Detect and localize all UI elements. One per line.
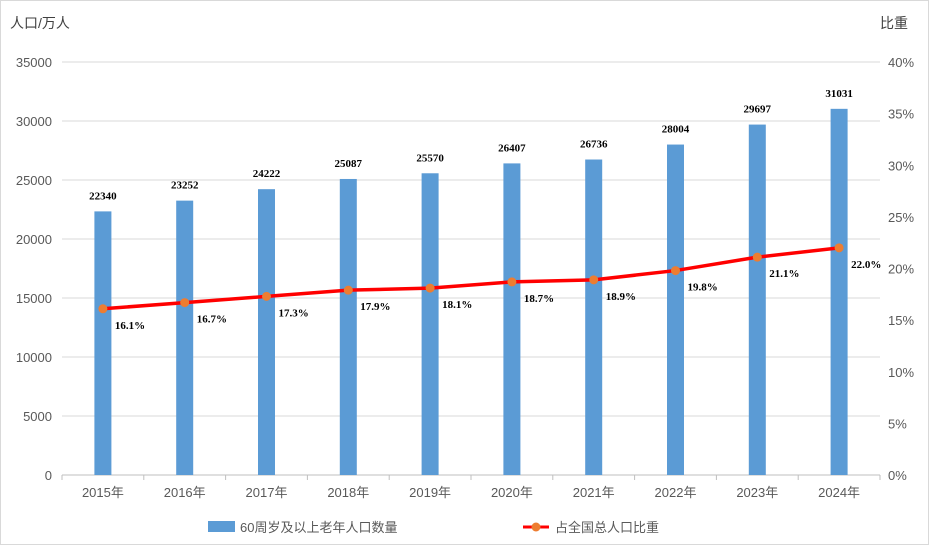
- legend-bar-swatch: [208, 521, 235, 532]
- x-tick-label: 2015年: [82, 485, 124, 500]
- bar-data-label: 25087: [335, 158, 363, 170]
- bar: [748, 124, 766, 475]
- line-marker: [343, 285, 353, 295]
- bar: [585, 159, 603, 475]
- y-tick-label: 20000: [16, 232, 52, 247]
- y-tick-label: 5000: [23, 409, 52, 424]
- line-data-label: 22.0%: [851, 259, 881, 271]
- line-marker: [425, 283, 435, 293]
- legend-line-label: 占全国总人口比重: [555, 520, 659, 535]
- line-series: [102, 246, 840, 311]
- line-marker: [262, 291, 271, 301]
- legend-bar-label: 60周岁及以上老年人口数量: [240, 520, 397, 535]
- line-data-label: 16.1%: [115, 320, 145, 332]
- bar-data-label: 22340: [89, 190, 117, 202]
- bar-data-label: 31031: [825, 88, 853, 100]
- bar-data-label: 23252: [171, 180, 199, 192]
- y2-tick-label: 20%: [888, 262, 914, 277]
- y2-tick-label: 5%: [888, 416, 907, 431]
- bar-data-label: 26407: [498, 142, 526, 154]
- y-tick-label: 30000: [16, 114, 52, 129]
- bar: [667, 144, 684, 475]
- x-tick-label: 2016年: [164, 485, 206, 500]
- y-tick-label: 15000: [16, 291, 52, 306]
- line-marker: [834, 243, 844, 253]
- y-tick-label: 0: [45, 468, 52, 483]
- y-tick-label: 10000: [16, 350, 52, 365]
- legend-line-marker: [531, 522, 541, 532]
- bar: [258, 189, 275, 475]
- y2-axis-title: 比重: [880, 15, 908, 31]
- bar-data-label: 28004: [662, 124, 690, 136]
- y2-tick-label: 35%: [888, 107, 914, 122]
- line-data-label: 19.8%: [688, 282, 718, 294]
- line-marker: [180, 298, 190, 308]
- bar: [830, 108, 848, 475]
- line-marker: [507, 277, 517, 287]
- bar-data-label: 24222: [253, 168, 281, 180]
- x-tick-label: 2024年: [818, 485, 860, 500]
- y2-tick-label: 10%: [888, 365, 914, 380]
- bar-data-label: 26736: [580, 139, 608, 151]
- x-tick-label: 2021年: [573, 485, 615, 500]
- y2-tick-label: 0%: [888, 468, 907, 483]
- x-tick-label: 2023年: [736, 485, 778, 500]
- line-marker: [98, 304, 108, 314]
- bar: [339, 178, 357, 476]
- y2-tick-label: 40%: [888, 55, 914, 70]
- y-tick-label: 35000: [16, 55, 52, 70]
- x-tick-label: 2018年: [327, 485, 369, 500]
- y-axis-title: 人口/万人: [10, 15, 70, 31]
- line-data-label: 18.7%: [524, 293, 554, 305]
- line-data-label: 16.7%: [197, 314, 227, 326]
- x-tick-label: 2019年: [409, 485, 451, 500]
- y2-tick-label: 30%: [888, 158, 914, 173]
- y-tick-label: 25000: [16, 173, 52, 188]
- line-data-label: 21.1%: [769, 268, 799, 280]
- x-tick-label: 2020年: [491, 485, 533, 500]
- line-marker: [589, 275, 599, 285]
- y2-tick-label: 15%: [888, 313, 914, 328]
- line-data-label: 18.9%: [606, 291, 636, 303]
- x-tick-label: 2017年: [246, 485, 288, 500]
- bar: [503, 163, 521, 475]
- line-data-label: 18.1%: [442, 299, 472, 311]
- bar: [94, 211, 112, 475]
- line-marker: [752, 252, 762, 262]
- bar: [421, 173, 439, 476]
- y2-tick-label: 25%: [888, 210, 914, 225]
- x-tick-label: 2022年: [655, 485, 697, 500]
- bar-data-label: 29697: [744, 104, 772, 116]
- line-data-label: 17.3%: [279, 307, 309, 319]
- bar-data-label: 25570: [416, 152, 444, 164]
- line-marker: [671, 266, 680, 276]
- bar: [176, 200, 194, 475]
- line-data-label: 17.9%: [360, 301, 390, 313]
